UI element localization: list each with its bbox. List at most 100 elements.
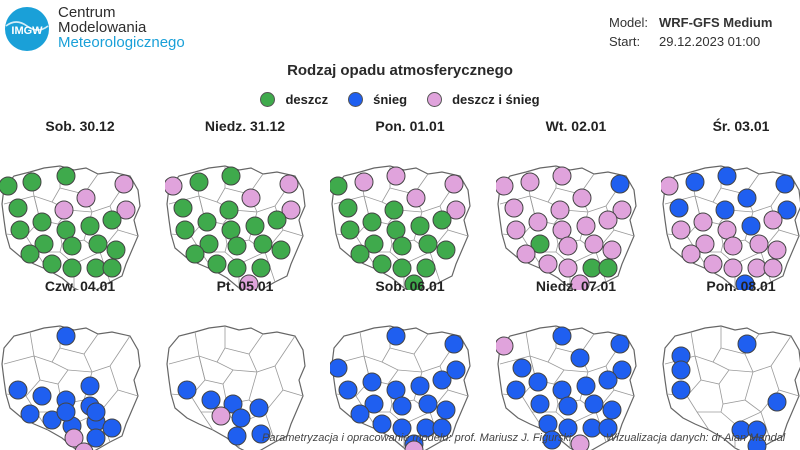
precip-marker bbox=[584, 394, 604, 414]
precip-marker bbox=[350, 244, 370, 264]
precip-marker bbox=[8, 380, 28, 400]
precip-marker bbox=[418, 394, 438, 414]
precip-marker bbox=[404, 274, 424, 290]
precip-marker bbox=[570, 434, 590, 450]
precip-marker bbox=[685, 172, 705, 192]
map-panel: Niedz. 07.01 bbox=[496, 278, 656, 450]
precip-marker bbox=[775, 174, 795, 194]
precip-marker bbox=[552, 220, 572, 240]
precip-marker bbox=[610, 174, 630, 194]
precip-marker bbox=[86, 402, 106, 422]
precip-marker bbox=[32, 212, 52, 232]
precip-marker bbox=[528, 212, 548, 232]
start-value: 29.12.2023 01:00 bbox=[659, 34, 761, 49]
province-border bbox=[728, 369, 754, 373]
precip-marker bbox=[189, 172, 209, 192]
precip-marker bbox=[410, 376, 430, 396]
org-line-2: Modelowania bbox=[58, 19, 147, 36]
precip-marker bbox=[404, 440, 424, 450]
legend-snow-label: śnieg bbox=[373, 92, 408, 107]
map-panel: Czw. 04.01 bbox=[0, 278, 160, 450]
map-title: Rodzaj opadu atmosferycznego bbox=[287, 62, 513, 79]
precip-marker bbox=[386, 166, 406, 186]
precip-marker bbox=[576, 376, 596, 396]
precip-marker bbox=[504, 198, 524, 218]
precip-marker bbox=[737, 188, 757, 208]
precip-marker bbox=[219, 200, 239, 220]
org-name: Centrum Modelowania Meteorologicznego bbox=[58, 5, 185, 50]
precip-marker bbox=[20, 244, 40, 264]
model-value: WRF-GFS Medium bbox=[659, 15, 773, 30]
model-label: Model: bbox=[609, 15, 649, 30]
precip-marker bbox=[22, 172, 42, 192]
poland-map bbox=[1, 325, 141, 450]
precip-marker bbox=[392, 258, 412, 278]
precip-marker bbox=[496, 176, 514, 196]
precip-marker bbox=[446, 360, 466, 380]
precip-marker bbox=[56, 402, 76, 422]
precip-marker bbox=[211, 406, 231, 426]
poland-map bbox=[496, 165, 637, 290]
precip-marker bbox=[340, 220, 360, 240]
map-panel: Niedz. 31.12 bbox=[165, 118, 325, 290]
map-date: Czw. 04.01 bbox=[44, 278, 116, 294]
precip-marker bbox=[221, 166, 241, 186]
precip-marker bbox=[386, 326, 406, 346]
precip-marker bbox=[64, 428, 84, 448]
precip-marker bbox=[506, 380, 526, 400]
map-panel: Pon. 08.01 bbox=[661, 278, 800, 450]
map-date: Niedz. 31.12 bbox=[204, 118, 286, 134]
precip-marker bbox=[406, 188, 426, 208]
precip-marker bbox=[76, 188, 96, 208]
map-panel: Sob. 30.12 bbox=[0, 118, 160, 290]
precip-marker bbox=[671, 220, 691, 240]
province-border bbox=[67, 369, 93, 373]
precip-marker bbox=[338, 198, 358, 218]
precip-marker bbox=[763, 258, 783, 278]
precip-marker bbox=[570, 348, 590, 368]
precip-marker bbox=[207, 254, 227, 274]
precip-marker bbox=[249, 398, 269, 418]
legend: deszcz śnieg deszcz i śnieg bbox=[0, 92, 800, 107]
legend-mixed-dot bbox=[427, 92, 443, 107]
precip-marker bbox=[777, 200, 797, 220]
precip-marker bbox=[0, 176, 18, 196]
precip-marker bbox=[542, 430, 562, 450]
map-panel: Pt. 05.01 bbox=[165, 278, 325, 450]
precip-marker bbox=[62, 236, 82, 256]
precip-marker bbox=[88, 234, 108, 254]
precip-marker bbox=[612, 200, 632, 220]
precip-marker bbox=[446, 200, 466, 220]
precip-marker bbox=[80, 376, 100, 396]
precip-marker bbox=[241, 188, 261, 208]
precip-marker bbox=[56, 220, 76, 240]
precip-marker bbox=[749, 234, 769, 254]
precip-marker bbox=[436, 400, 456, 420]
province-border bbox=[248, 335, 296, 373]
precip-marker bbox=[432, 418, 452, 438]
precip-marker bbox=[767, 392, 787, 412]
precip-marker bbox=[671, 360, 691, 380]
precip-marker bbox=[715, 200, 735, 220]
precip-marker bbox=[432, 370, 452, 390]
precip-marker bbox=[271, 240, 291, 260]
legend-item-snow: śnieg bbox=[348, 92, 407, 107]
poland-map bbox=[662, 325, 800, 450]
precip-marker bbox=[610, 334, 630, 354]
precip-marker bbox=[245, 216, 265, 236]
precip-marker bbox=[86, 428, 106, 448]
precip-marker bbox=[392, 396, 412, 416]
legend-rain-label: deszcz bbox=[285, 92, 329, 107]
precip-marker bbox=[552, 166, 572, 186]
precip-marker bbox=[114, 174, 134, 194]
precip-marker bbox=[602, 240, 622, 260]
legend-mixed-label: deszcz i śnieg bbox=[452, 92, 540, 107]
credits-visualization: Wizualizacja danych: dr Alan Mandal bbox=[606, 432, 786, 444]
precip-marker bbox=[392, 236, 412, 256]
legend-rain-dot bbox=[260, 92, 276, 107]
precip-marker bbox=[598, 258, 618, 278]
precip-marker bbox=[330, 358, 348, 378]
map-date: Wt. 02.01 bbox=[545, 118, 607, 134]
precip-marker bbox=[703, 254, 723, 274]
precip-marker bbox=[251, 424, 271, 444]
